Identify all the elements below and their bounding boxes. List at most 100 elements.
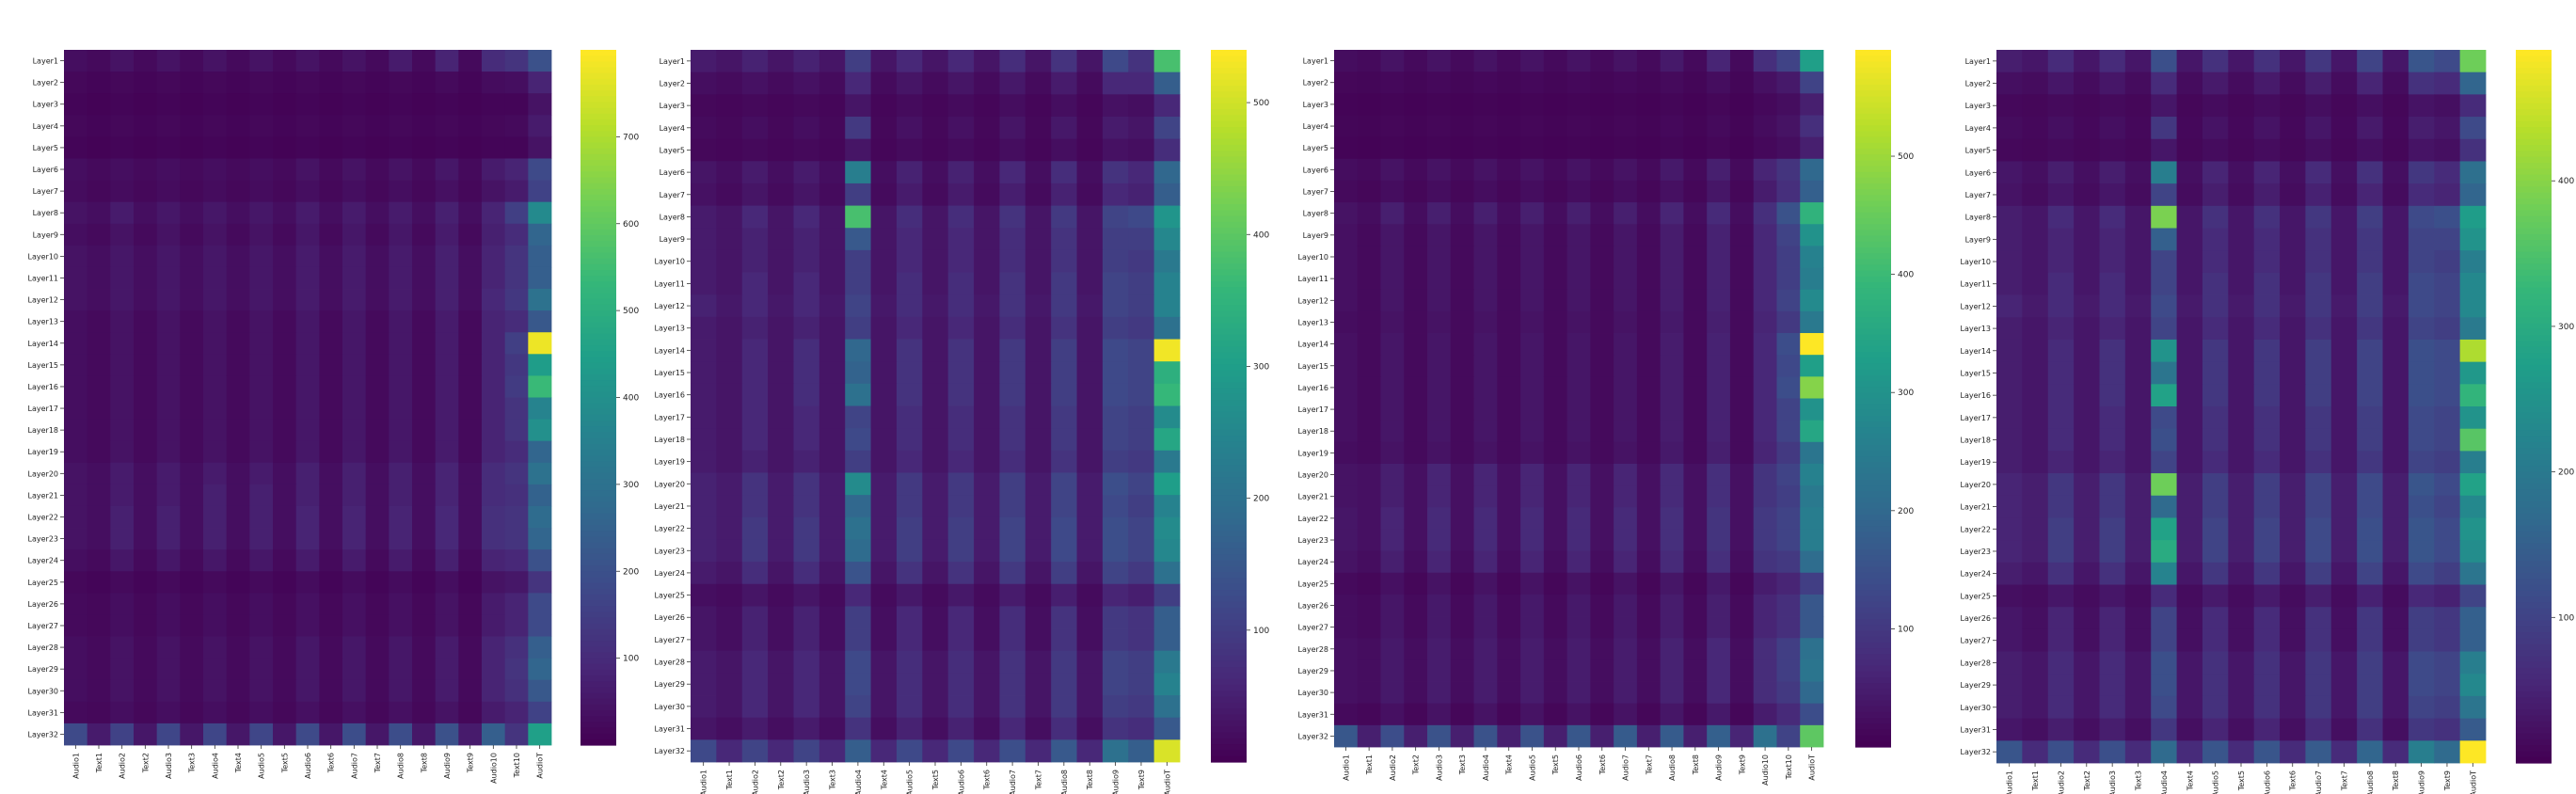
heatmap-cell bbox=[2074, 428, 2100, 452]
heatmap-cell bbox=[1566, 71, 1591, 94]
heatmap-cell bbox=[2228, 71, 2255, 95]
colorbar-segment bbox=[1855, 718, 1891, 724]
heatmap-cell bbox=[342, 332, 367, 355]
heatmap-cell bbox=[2176, 138, 2203, 162]
heatmap-cell bbox=[504, 375, 529, 398]
colorbar-segment bbox=[1211, 673, 1247, 680]
heatmap-cell bbox=[1473, 180, 1498, 203]
heatmap-cell bbox=[435, 93, 459, 116]
heatmap-cell bbox=[412, 332, 437, 355]
heatmap-cell bbox=[1380, 594, 1405, 617]
y-tick-label: Layer19 bbox=[1961, 458, 1991, 467]
colorbar-tick-label: 300 bbox=[1253, 362, 1269, 372]
colorbar-segment bbox=[1855, 380, 1891, 388]
heatmap-cell bbox=[741, 472, 769, 496]
heatmap-cell bbox=[1996, 428, 2023, 452]
colorbar-segment bbox=[2516, 73, 2552, 81]
heatmap-cell bbox=[1614, 420, 1638, 443]
heatmap-cell bbox=[2176, 317, 2203, 341]
heatmap-cell bbox=[2151, 674, 2177, 697]
colorbar-segment bbox=[1211, 708, 1247, 716]
heatmap-cell bbox=[1520, 333, 1545, 356]
heatmap-cell bbox=[2099, 406, 2126, 430]
colorbar-segment bbox=[1855, 85, 1891, 91]
heatmap-cell bbox=[819, 472, 846, 496]
heatmap-cell bbox=[295, 636, 320, 659]
heatmap-cell bbox=[999, 94, 1026, 118]
heatmap-cell bbox=[1776, 376, 1801, 399]
heatmap-cell bbox=[2047, 607, 2075, 630]
heatmap-cell bbox=[1473, 550, 1498, 574]
heatmap-cell bbox=[1800, 115, 1824, 138]
x-tick-label: Text4 bbox=[1505, 754, 1514, 775]
colorbar-segment bbox=[1211, 423, 1247, 431]
heatmap-cell bbox=[273, 136, 297, 159]
heatmap-cell bbox=[180, 679, 204, 703]
heatmap-cell bbox=[691, 183, 717, 206]
heatmap-cell bbox=[64, 505, 88, 529]
heatmap-cell bbox=[1128, 628, 1155, 652]
heatmap-cell bbox=[793, 361, 820, 385]
heatmap-cell bbox=[2074, 50, 2100, 73]
heatmap-cell bbox=[1102, 249, 1129, 273]
heatmap-cell bbox=[999, 450, 1026, 473]
x-tick-label: Text5 bbox=[931, 770, 940, 790]
heatmap-cell bbox=[1102, 606, 1129, 629]
heatmap-cell bbox=[1450, 333, 1474, 356]
heatmap-cell bbox=[482, 93, 506, 116]
y-tick-label: Layer13 bbox=[655, 325, 685, 333]
heatmap-cell bbox=[435, 636, 459, 659]
heatmap-cell bbox=[1051, 539, 1077, 563]
heatmap-cell bbox=[1153, 383, 1181, 406]
heatmap-cell bbox=[870, 383, 898, 406]
heatmap-cell bbox=[134, 571, 158, 594]
colorbar-segment bbox=[1211, 542, 1247, 549]
heatmap-cell bbox=[2074, 718, 2100, 741]
heatmap-cell bbox=[2176, 651, 2203, 675]
heatmap-cell bbox=[2124, 473, 2152, 497]
heatmap-cell bbox=[691, 583, 717, 607]
heatmap-cell bbox=[87, 115, 111, 137]
heatmap-cell bbox=[1707, 202, 1731, 225]
heatmap-cell bbox=[1729, 93, 1755, 116]
heatmap-cell bbox=[1128, 383, 1155, 406]
heatmap-cell bbox=[768, 71, 794, 95]
heatmap-cell bbox=[342, 636, 367, 659]
x-tick-label: AudioT bbox=[1163, 770, 1171, 794]
heatmap-cell bbox=[1357, 485, 1381, 508]
heatmap-cell bbox=[249, 484, 274, 507]
heatmap-cell bbox=[226, 658, 250, 681]
colorbar-segment bbox=[2516, 174, 2552, 182]
heatmap-cell bbox=[1520, 398, 1545, 421]
heatmap-cell bbox=[134, 462, 158, 485]
heatmap-cell bbox=[2099, 183, 2126, 207]
heatmap-cell bbox=[1590, 681, 1614, 705]
heatmap-cell bbox=[2253, 228, 2281, 251]
heatmap-cell bbox=[1800, 355, 1824, 377]
heatmap-cell bbox=[1051, 583, 1077, 607]
heatmap-cell bbox=[2099, 50, 2126, 73]
colorbar-segment bbox=[1211, 358, 1247, 365]
heatmap-cell bbox=[1729, 289, 1755, 312]
heatmap-cell bbox=[1520, 310, 1545, 334]
colorbar-segment bbox=[2516, 85, 2552, 92]
heatmap-cell bbox=[273, 201, 297, 225]
heatmap-cell bbox=[2202, 540, 2229, 564]
heatmap-cell bbox=[1051, 739, 1077, 763]
y-tick-label: Layer23 bbox=[28, 535, 58, 544]
heatmap-cell bbox=[1707, 398, 1731, 421]
x-tick-label: Audio5 bbox=[2212, 770, 2220, 794]
heatmap-cell bbox=[1636, 71, 1662, 94]
heatmap-cell bbox=[1543, 158, 1568, 182]
heatmap-cell bbox=[1380, 310, 1405, 334]
colorbar-segment bbox=[580, 119, 616, 126]
heatmap-cell bbox=[999, 717, 1026, 740]
heatmap-cell bbox=[768, 516, 794, 540]
heatmap-cell bbox=[1683, 529, 1708, 551]
colorbar-segment bbox=[1211, 536, 1247, 544]
colorbar-segment bbox=[1211, 192, 1247, 199]
heatmap-cell bbox=[2176, 607, 2203, 630]
colorbar-segment bbox=[1211, 411, 1247, 419]
heatmap-cell bbox=[458, 354, 483, 376]
heatmap-cell bbox=[922, 405, 949, 429]
